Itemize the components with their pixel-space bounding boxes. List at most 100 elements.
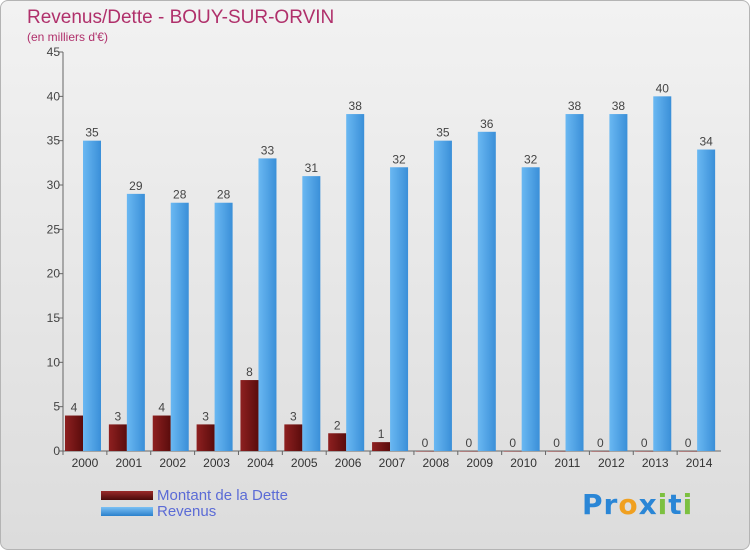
debt-bar xyxy=(547,451,566,452)
debt-bar xyxy=(284,424,303,451)
x-tick-label: 2013 xyxy=(642,456,669,470)
logo-letter: o xyxy=(618,488,639,521)
debt-bar xyxy=(152,415,171,451)
debt-value-label: 0 xyxy=(465,436,472,450)
x-tick-label: 2010 xyxy=(510,456,537,470)
proxiti-logo: Proxiti xyxy=(582,488,693,521)
debt-value-label: 0 xyxy=(509,436,516,450)
revenue-bar xyxy=(346,114,365,452)
debt-value-label: 4 xyxy=(71,401,78,415)
x-tick-label: 2007 xyxy=(379,456,406,470)
debt-bar xyxy=(108,424,127,451)
revenue-value-label: 33 xyxy=(261,143,275,157)
x-tick-label: 2009 xyxy=(466,456,493,470)
revenue-bar xyxy=(609,114,628,452)
x-tick-label: 2006 xyxy=(335,456,362,470)
debt-value-label: 0 xyxy=(685,436,692,450)
x-tick-label: 2001 xyxy=(115,456,142,470)
debt-bar xyxy=(65,415,83,451)
revenue-bar xyxy=(390,167,409,451)
debt-value-label: 3 xyxy=(202,409,209,423)
revenue-bar xyxy=(214,202,233,451)
y-tick-label: 5 xyxy=(53,400,60,414)
revenue-value-label: 36 xyxy=(480,117,494,131)
debt-bar xyxy=(635,451,654,452)
debt-bar xyxy=(328,433,347,451)
revenue-bar xyxy=(477,131,496,452)
revenue-value-label: 40 xyxy=(656,81,670,95)
x-tick-label: 2014 xyxy=(686,456,713,470)
logo-letter: i xyxy=(657,488,669,521)
legend-label-revenus: Revenus xyxy=(157,502,217,520)
revenue-bar xyxy=(302,176,321,451)
x-tick-label: 2004 xyxy=(247,456,274,470)
revenue-bar xyxy=(83,140,101,451)
debt-value-label: 2 xyxy=(334,418,341,432)
legend-item-dette: Montant de la Dette xyxy=(101,486,288,504)
debt-bar xyxy=(240,380,259,451)
logo-letter: i xyxy=(682,488,694,521)
revenue-bar xyxy=(521,167,540,451)
x-tick-label: 2002 xyxy=(159,456,186,470)
debt-value-label: 8 xyxy=(246,365,253,379)
debt-value-label: 3 xyxy=(290,409,297,423)
revenue-value-label: 38 xyxy=(568,99,582,113)
chart-title: Revenus/Dette - BOUY-SUR-ORVIN xyxy=(27,7,335,28)
legend-label-dette: Montant de la Dette xyxy=(157,486,288,504)
debt-value-label: 0 xyxy=(422,436,429,450)
x-tick-label: 2012 xyxy=(598,456,625,470)
y-tick-label: 15 xyxy=(47,311,61,325)
y-tick-label: 40 xyxy=(47,89,61,103)
debt-bar xyxy=(415,451,434,452)
y-tick-label: 20 xyxy=(47,267,61,281)
debt-value-label: 0 xyxy=(597,436,604,450)
logo-letter: r xyxy=(603,488,619,521)
debt-value-label: 0 xyxy=(641,436,648,450)
debt-bar xyxy=(196,424,215,451)
revenue-value-label: 32 xyxy=(524,152,538,166)
revenue-value-label: 28 xyxy=(217,188,231,202)
revenue-value-label: 28 xyxy=(173,188,187,202)
revenue-value-label: 38 xyxy=(349,99,363,113)
revenue-value-label: 32 xyxy=(392,152,406,166)
revenue-bar xyxy=(697,149,716,452)
legend-item-revenus: Revenus xyxy=(101,502,288,520)
x-tick-label: 2011 xyxy=(555,456,581,470)
revenue-bar xyxy=(565,114,584,452)
debt-bar xyxy=(679,451,698,452)
revenue-bar xyxy=(433,140,452,451)
legend-swatch-dette xyxy=(101,490,153,500)
y-tick-label: 0 xyxy=(53,444,60,458)
y-tick-label: 45 xyxy=(47,45,61,59)
revenue-value-label: 29 xyxy=(129,179,143,193)
revenue-value-label: 38 xyxy=(612,99,626,113)
x-tick-label: 2008 xyxy=(423,456,450,470)
y-tick-label: 30 xyxy=(47,178,61,192)
logo-letter: t xyxy=(668,488,683,521)
revenue-value-label: 35 xyxy=(436,126,450,140)
revenue-value-label: 34 xyxy=(699,135,713,149)
legend-swatch-revenus xyxy=(101,506,153,516)
y-tick-label: 25 xyxy=(47,222,61,236)
revenue-value-label: 31 xyxy=(305,161,319,175)
revenue-bar xyxy=(258,158,277,451)
revenue-bar xyxy=(170,202,189,451)
x-tick-label: 2005 xyxy=(291,456,318,470)
x-tick-label: 2003 xyxy=(203,456,230,470)
debt-value-label: 1 xyxy=(378,427,385,441)
logo-letter: x xyxy=(638,488,658,521)
y-tick-label: 35 xyxy=(47,134,61,148)
revenue-bar xyxy=(653,96,672,451)
debt-bar xyxy=(591,451,610,452)
debt-value-label: 0 xyxy=(553,436,560,450)
revenue-value-label: 35 xyxy=(85,126,99,140)
debt-bar xyxy=(372,442,391,451)
revenue-bar xyxy=(126,193,145,451)
debt-value-label: 3 xyxy=(115,409,122,423)
logo-letter: P xyxy=(582,488,604,521)
chart-subtitle: (en milliers d'€) xyxy=(27,30,108,44)
debt-bar xyxy=(459,451,478,452)
x-tick-label: 2000 xyxy=(72,456,99,470)
